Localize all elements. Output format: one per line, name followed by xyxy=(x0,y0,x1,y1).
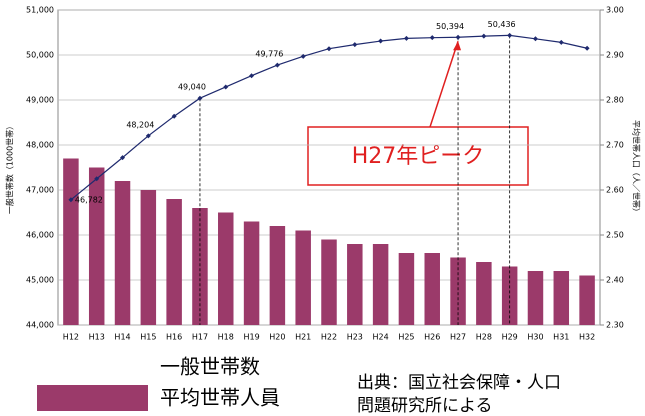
x-tick-label: H17 xyxy=(192,333,208,342)
annotation-text: H27年ピーク xyxy=(352,144,485,169)
marker xyxy=(403,35,409,41)
marker xyxy=(300,53,306,59)
y2-tick-label: 3.00 xyxy=(606,6,624,15)
marker xyxy=(223,84,229,90)
data-label: 48,204 xyxy=(126,120,154,129)
marker xyxy=(507,32,513,38)
bar xyxy=(192,208,208,325)
marker xyxy=(197,95,203,101)
legend-label: 平均世帯人員 xyxy=(160,386,280,410)
y-tick-label: 50,000 xyxy=(26,51,54,60)
bar xyxy=(140,190,157,325)
x-tick-label: H20 xyxy=(269,333,285,342)
bar xyxy=(553,271,570,325)
x-tick-label: H23 xyxy=(347,333,363,342)
bar xyxy=(450,257,466,325)
marker xyxy=(352,42,358,48)
marker xyxy=(584,45,590,51)
annotation-box xyxy=(307,126,529,186)
marker xyxy=(378,38,384,44)
x-tick-label: H19 xyxy=(243,333,259,342)
x-tick-label: H27 xyxy=(450,333,466,342)
x-tick-label: H25 xyxy=(398,333,414,342)
marker xyxy=(274,62,280,68)
x-tick-label: H29 xyxy=(502,333,518,342)
y2-tick-label: 2.40 xyxy=(606,276,624,285)
bar xyxy=(243,221,260,325)
y2-axis-label: 平均世帯人口（人／世帯） xyxy=(632,120,642,216)
marker xyxy=(145,133,151,139)
bar xyxy=(321,239,337,325)
marker xyxy=(558,39,564,45)
source-note: 問題研究所による xyxy=(357,396,493,416)
x-tick-label: H22 xyxy=(321,333,337,342)
y-tick-label: 44,000 xyxy=(26,321,54,330)
bar xyxy=(166,199,182,325)
data-label: 46,782 xyxy=(75,195,103,204)
bar xyxy=(579,275,595,325)
annotation-arrow xyxy=(429,41,459,128)
x-tick-label: H26 xyxy=(424,333,440,342)
source-note: 出典：国立社会保障・人口 xyxy=(357,373,561,393)
data-label: 50,436 xyxy=(488,20,516,29)
x-tick-label: H12 xyxy=(63,333,79,342)
bar xyxy=(527,271,544,325)
x-tick-label: H24 xyxy=(373,333,389,342)
marker xyxy=(120,155,126,161)
x-tick-label: H15 xyxy=(140,333,156,342)
x-tick-label: H32 xyxy=(579,333,595,342)
x-tick-label: H21 xyxy=(295,333,311,342)
x-tick-label: H18 xyxy=(218,333,234,342)
legend-swatch xyxy=(37,385,148,411)
y2-tick-label: 2.30 xyxy=(606,321,624,330)
marker xyxy=(326,46,332,52)
marker xyxy=(481,33,487,39)
bar xyxy=(88,167,105,325)
annotation-arrowhead xyxy=(453,41,462,51)
y2-tick-label: 2.70 xyxy=(606,141,624,150)
data-label: 50,394 xyxy=(436,22,464,31)
y-tick-label: 46,000 xyxy=(26,231,54,240)
marker xyxy=(249,73,255,79)
data-label: 49,776 xyxy=(255,50,283,59)
bar xyxy=(63,158,79,325)
y-tick-label: 45,000 xyxy=(26,276,54,285)
marker xyxy=(429,35,435,41)
x-tick-label: H28 xyxy=(476,333,492,342)
bar xyxy=(218,212,234,325)
x-tick-label: H16 xyxy=(166,333,182,342)
bar xyxy=(347,244,363,325)
legend-label: 一般世帯数 xyxy=(160,355,260,379)
x-tick-label: H30 xyxy=(527,333,543,342)
marker xyxy=(455,34,461,40)
y2-tick-label: 2.60 xyxy=(606,186,624,195)
y-tick-label: 48,000 xyxy=(26,141,54,150)
y2-tick-label: 2.90 xyxy=(606,51,624,60)
bar xyxy=(269,226,286,325)
marker xyxy=(532,36,538,42)
y2-tick-label: 2.80 xyxy=(606,96,624,105)
y-axis-label: 一般世帯数（1000世帯） xyxy=(5,122,15,214)
bar xyxy=(398,253,415,325)
x-tick-label: H13 xyxy=(89,333,105,342)
bar xyxy=(476,262,492,325)
bar xyxy=(424,253,440,325)
data-label: 49,040 xyxy=(178,83,206,92)
y-tick-label: 51,000 xyxy=(26,6,54,15)
x-tick-label: H31 xyxy=(553,333,569,342)
y-tick-label: 47,000 xyxy=(26,186,54,195)
bar xyxy=(114,181,131,325)
x-tick-label: H14 xyxy=(114,333,130,342)
y-tick-label: 49,000 xyxy=(26,96,54,105)
bar xyxy=(372,244,389,325)
marker xyxy=(94,176,100,182)
y2-tick-label: 2.50 xyxy=(606,231,624,240)
bar xyxy=(295,230,311,325)
marker xyxy=(68,197,74,203)
marker xyxy=(171,113,177,119)
